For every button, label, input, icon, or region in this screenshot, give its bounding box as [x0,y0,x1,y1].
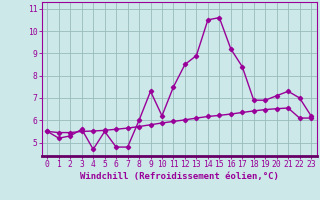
X-axis label: Windchill (Refroidissement éolien,°C): Windchill (Refroidissement éolien,°C) [80,172,279,181]
